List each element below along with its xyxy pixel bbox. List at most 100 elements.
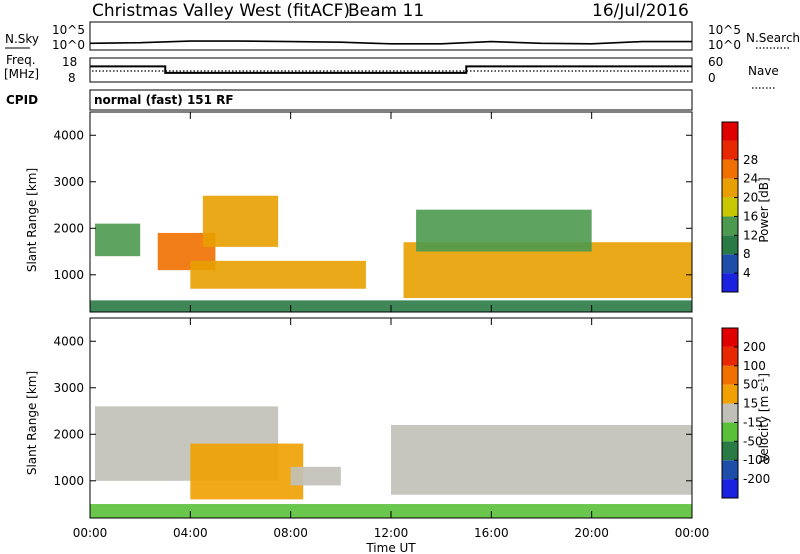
x-tick-label: 00:00	[675, 526, 710, 540]
y-tick-label: 2000	[53, 221, 84, 235]
colorbar-tick-label: 8	[743, 247, 751, 261]
colorbar-segment	[722, 197, 738, 217]
y-tick-label: 3000	[53, 381, 84, 395]
colorbar-segment	[722, 140, 738, 160]
heatmap-region	[190, 260, 366, 289]
nsky-frame	[89, 21, 693, 51]
colorbar-tick-label: 16	[743, 209, 758, 223]
colorbar-tick-label: 50	[743, 378, 758, 392]
power-ylabel: Slant Range [km]	[25, 168, 39, 272]
colorbar-tick-label: 15	[743, 397, 758, 411]
nave-tick-bottom: 0	[708, 71, 716, 85]
freq-tick-top: 18	[62, 55, 77, 69]
colorbar-segment	[722, 403, 738, 423]
freq-series-line	[90, 65, 692, 74]
heatmap-region	[95, 223, 141, 257]
colorbar-tick-label: 20	[743, 191, 758, 205]
heatmap-region	[202, 195, 279, 247]
y-tick-label: 4000	[53, 334, 84, 348]
heatmap-region	[391, 424, 692, 495]
colorbar-segment	[722, 346, 738, 366]
beam-label: Beam 11	[348, 1, 424, 21]
colorbar-segment	[722, 479, 738, 498]
y-tick-label: 4000	[53, 128, 84, 142]
freq-tick-bottom: 8	[68, 71, 76, 85]
colorbar-segment	[722, 178, 738, 198]
colorbar-tick-label: -15	[743, 415, 763, 429]
colorbar-segment	[722, 384, 738, 404]
freq-strip: Freq. [MHz] 18 8 60 0 Nave	[4, 53, 779, 89]
nsky-label: N.Sky	[5, 32, 39, 46]
colorbar-tick-label: -100	[743, 453, 770, 467]
colorbar-segment	[722, 122, 738, 141]
station-title: Christmas Valley West (fitACF)	[92, 1, 350, 21]
freq-label-line1: Freq.	[6, 53, 36, 67]
x-tick-label: 16:00	[474, 526, 509, 540]
y-tick-label: 1000	[53, 474, 84, 488]
velocity-cbar-label-close: ]	[757, 373, 771, 378]
velocity-colorbar: 200 100 50 15 -15 -50 -100 -200	[721, 327, 770, 499]
colorbar-tick-label: -200	[743, 472, 770, 486]
y-tick-label: 1000	[53, 268, 84, 282]
x-tick-label: 12:00	[374, 526, 409, 540]
freq-label-line2: [MHz]	[4, 67, 39, 81]
nsearch-tick-top: 10^5	[708, 23, 741, 37]
velocity-cbar-label: Velocity [m s-1]	[757, 373, 771, 463]
y-tick-label: 2000	[53, 427, 84, 441]
power-yticks: 1000 2000 3000 4000	[53, 128, 692, 282]
x-tick-label: 08:00	[273, 526, 308, 540]
x-axis-label: Time UT	[365, 541, 416, 554]
cpid-label: CPID	[6, 93, 38, 107]
colorbar-tick-label: 28	[743, 153, 758, 167]
power-panel: 1000 2000 3000 4000 Slant Range [km] 4 8 12 16…	[25, 111, 771, 313]
nsearch-label: N.Search	[746, 31, 800, 45]
cpid-frame	[89, 89, 693, 111]
colorbar-segment	[722, 328, 738, 347]
power-xticks	[89, 112, 693, 312]
nsky-tick-bottom: 10^0	[52, 38, 85, 52]
velocity-xticks	[89, 318, 693, 518]
heatmap-region	[416, 209, 592, 252]
power-cbar-label: Power [dB]	[757, 177, 771, 242]
colorbar-frame	[721, 121, 739, 293]
nsky-tick-top: 10^5	[52, 23, 85, 37]
x-tick-label: 04:00	[173, 526, 208, 540]
colorbar-tick-label: 12	[743, 228, 758, 242]
colorbar-frame	[721, 327, 739, 499]
colorbar-tick-label: 24	[743, 172, 758, 186]
colorbar-segment	[722, 273, 738, 292]
nsky-series-line	[89, 40, 692, 45]
colorbar-segment	[722, 422, 738, 442]
colorbar-tick-label: 4	[743, 266, 751, 280]
velocity-ylabel: Slant Range [km]	[25, 371, 39, 475]
velocity-cbar-label-sup: -1	[757, 378, 766, 386]
velocity-marks	[90, 406, 692, 518]
cpid-mode: normal (fast) 151 RF	[94, 93, 234, 107]
x-tick-label: 00:00	[73, 526, 108, 540]
nave-label: Nave	[748, 64, 779, 78]
colorbar-tick-label: -50	[743, 434, 763, 448]
colorbar-segment	[722, 235, 738, 255]
colorbar-segment	[722, 254, 738, 274]
nsky-strip: N.Sky 10^5 10^0 10^5 10^0 N.Search	[5, 21, 800, 52]
velocity-panel: 1000 2000 3000 4000 Slant Range [km] 200 100…	[25, 317, 771, 519]
colorbar-segment	[722, 441, 738, 461]
colorbar-segment	[722, 365, 738, 385]
nsearch-tick-bottom: 10^0	[708, 38, 741, 52]
date-label: 16/Jul/2016	[592, 1, 689, 21]
velocity-cbar-label-main: Velocity [m s	[757, 386, 771, 463]
y-tick-label: 3000	[53, 175, 84, 189]
velocity-yticks: 1000 2000 3000 4000	[53, 334, 692, 488]
colorbar-tick-label: 200	[743, 340, 766, 354]
heatmap-region	[190, 443, 304, 500]
colorbar-tick-label: 100	[743, 359, 766, 373]
colorbar-segment	[722, 460, 738, 480]
x-tick-label: 20:00	[574, 526, 609, 540]
nave-tick-top: 60	[708, 55, 723, 69]
power-colorbar: 4 8 12 16 20 24 28	[721, 121, 758, 293]
colorbar-segment	[722, 216, 738, 236]
colorbar-segment	[722, 159, 738, 179]
heatmap-region	[290, 466, 341, 486]
x-tick-labels: 00:00 04:00 08:00 12:00 16:00 20:00 00:00	[73, 526, 710, 540]
